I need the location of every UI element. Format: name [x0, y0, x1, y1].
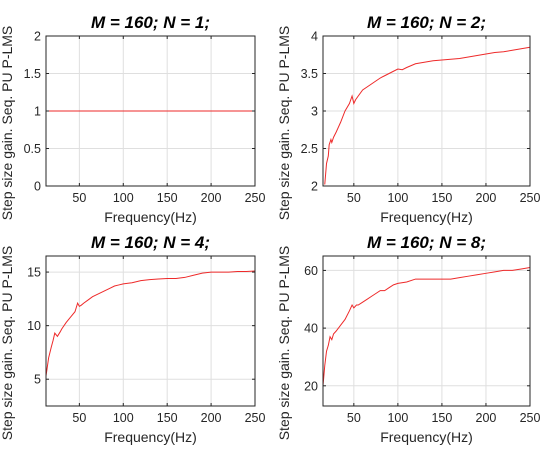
y-axis-label: Step size gain. Seq. PU P-LMS	[276, 246, 292, 441]
y-tick-label: 60	[304, 264, 318, 278]
y-tick-label: 1.5	[24, 67, 41, 81]
x-tick-label: 250	[245, 411, 266, 425]
series-line-1	[45, 270, 256, 377]
chart-panel-1: 50 100 150 200 250 0 0.5 1 1.5 2 M = 160; N = 1; Fr…	[0, 13, 265, 225]
x-tick-label: 150	[157, 191, 178, 205]
plot-area	[322, 255, 531, 407]
plot-frame	[45, 255, 256, 407]
x-tick-label: 50	[347, 411, 361, 425]
x-tick-label: 250	[520, 191, 541, 205]
y-tick-label: 40	[304, 322, 318, 336]
y-tick-label: 15	[27, 266, 41, 280]
y-tick-label: 4	[311, 30, 318, 44]
x-tick-label: 50	[347, 191, 361, 205]
chart-title: M = 160; N = 1;	[91, 13, 210, 32]
y-tick-label: 5	[34, 373, 41, 387]
x-axis-label: Frequency(Hz)	[380, 209, 473, 225]
x-tick-label: 200	[201, 411, 222, 425]
chart-panel-3: 50 100 150 200 250 5 10 15 M = 160; N = 4; Freque…	[0, 233, 265, 445]
chart-title: M = 160; N = 8;	[367, 233, 486, 252]
y-axis-label: Step size gain. Seq. PU P-LMS	[0, 246, 15, 441]
y-tick-label: 3	[311, 105, 318, 119]
y-axis-label: Step size gain. Seq. PU P-LMS	[0, 26, 15, 221]
y-tick-label: 2	[311, 180, 318, 194]
y-tick-label: 20	[304, 379, 318, 393]
series-line-1	[322, 267, 531, 386]
y-tick-label: 3.5	[301, 67, 318, 81]
x-tick-label: 200	[201, 191, 222, 205]
x-tick-label: 150	[431, 191, 452, 205]
x-tick-label: 150	[157, 411, 178, 425]
x-tick-label: 200	[476, 191, 497, 205]
series-line-1	[324, 46, 531, 185]
x-tick-label: 50	[72, 411, 86, 425]
x-tick-label: 50	[72, 191, 86, 205]
chart-title: M = 160; N = 2;	[367, 13, 486, 32]
y-tick-label: 0	[34, 180, 41, 194]
x-axis-label: Frequency(Hz)	[104, 429, 197, 445]
y-tick-label: 2.5	[301, 142, 318, 156]
x-tick-label: 150	[431, 411, 452, 425]
y-tick-label: 2	[34, 30, 41, 44]
x-tick-label: 200	[476, 411, 497, 425]
x-tick-label: 250	[245, 191, 266, 205]
y-tick-label: 1	[34, 105, 41, 119]
chart-panel-2: 50 100 150 200 250 2 2.5 3 3.5 4 M = 160; N = 2; Fr…	[276, 13, 540, 225]
y-tick-label: 10	[27, 319, 41, 333]
chart-panel-4: 50 100 150 200 250 20 40 60 M = 160; N = 8; Frequ…	[276, 233, 540, 445]
x-tick-label: 100	[387, 411, 408, 425]
y-axis-label: Step size gain. Seq. PU P-LMS	[276, 26, 292, 221]
x-tick-label: 250	[520, 411, 541, 425]
plot-area	[45, 255, 256, 407]
x-axis-label: Frequency(Hz)	[380, 429, 473, 445]
x-axis-label: Frequency(Hz)	[104, 209, 197, 225]
chart-title: M = 160; N = 4;	[91, 233, 210, 252]
x-tick-label: 100	[113, 191, 134, 205]
x-tick-label: 100	[113, 411, 134, 425]
x-tick-label: 100	[387, 191, 408, 205]
y-tick-label: 0.5	[24, 142, 41, 156]
plot-frame	[322, 255, 531, 407]
